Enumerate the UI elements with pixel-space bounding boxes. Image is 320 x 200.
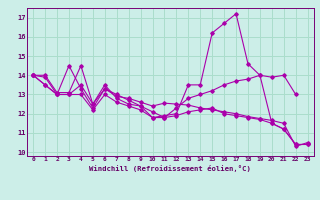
X-axis label: Windchill (Refroidissement éolien,°C): Windchill (Refroidissement éolien,°C) bbox=[90, 165, 251, 172]
